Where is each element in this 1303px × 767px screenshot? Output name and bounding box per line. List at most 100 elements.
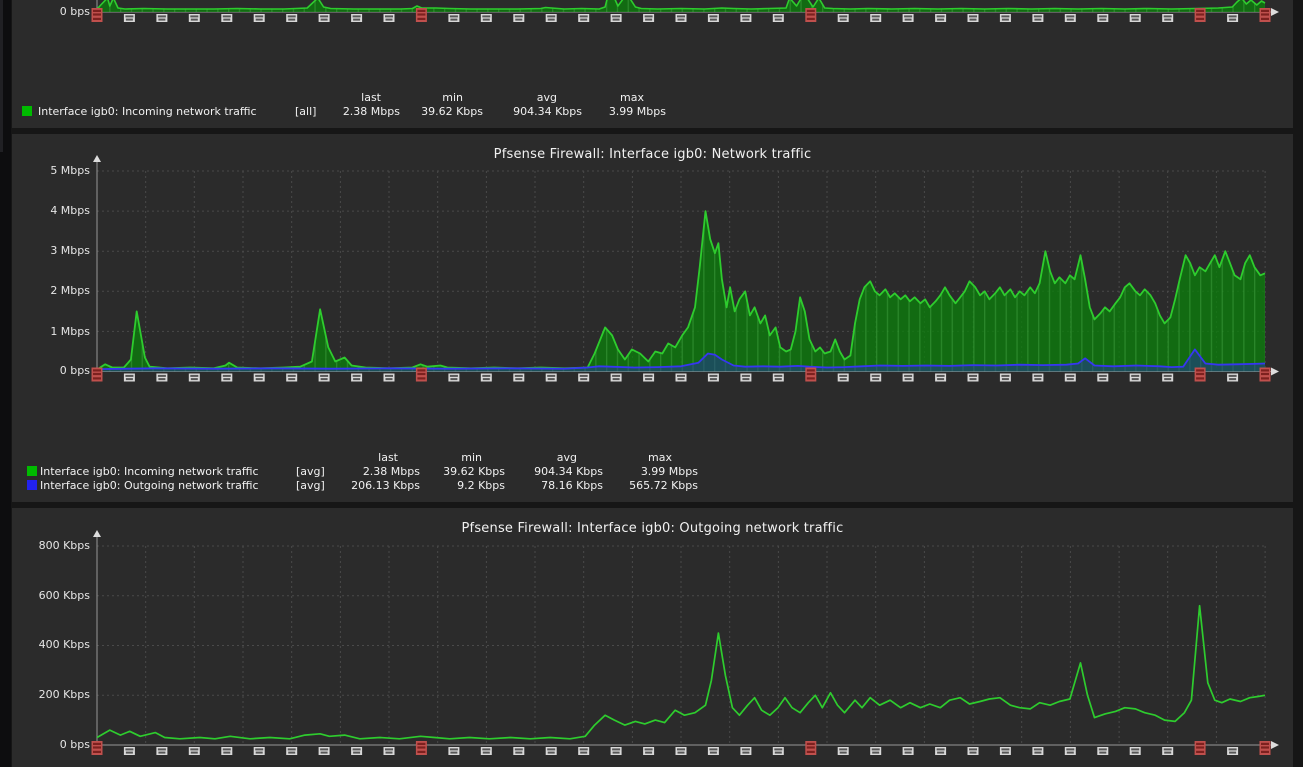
legend-column-header: avg — [556, 451, 577, 464]
y-axis-arrow — [93, 530, 101, 537]
x-axis-tick — [707, 747, 719, 755]
x-axis-tick — [1162, 14, 1174, 22]
legend-stat-value: 3.99 Mbps — [640, 465, 698, 478]
x-axis-tick-highlighted — [805, 741, 817, 755]
legend-series-label: Interface igb0: Incoming network traffic — [40, 465, 259, 478]
legend-stat-value: 39.62 Kbps — [443, 465, 505, 478]
x-axis-tick — [967, 747, 979, 755]
legend-series-marker — [27, 466, 37, 476]
y-axis-label: 400 Kbps — [38, 638, 90, 651]
x-axis-tick — [318, 747, 330, 755]
left-scrollbar-track[interactable] — [0, 0, 11, 767]
legend-stat-value: 565.72 Kbps — [629, 479, 698, 492]
x-axis-tick — [188, 747, 200, 755]
x-axis-tick — [935, 747, 947, 755]
y-axis-label: 600 Kbps — [38, 589, 90, 602]
legend-stat-value: 3.99 Mbps — [608, 105, 666, 118]
x-axis-tick-highlighted — [91, 741, 103, 755]
x-axis-tick-highlighted — [415, 8, 427, 22]
x-axis-tick — [480, 747, 492, 755]
x-axis-tick — [967, 373, 979, 382]
legend-stat-value: 2.38 Mbps — [362, 465, 420, 478]
x-axis-tick — [1129, 14, 1141, 22]
legend-column-header: max — [648, 451, 672, 464]
outgoing-traffic-graph[interactable] — [12, 508, 1293, 767]
legend-aggregation: [all] — [295, 105, 317, 118]
x-axis-tick — [513, 373, 525, 382]
x-axis-tick — [1097, 14, 1109, 22]
left-scrollbar-thumb[interactable] — [0, 0, 3, 152]
x-axis-tick — [286, 14, 298, 22]
x-axis-tick — [318, 14, 330, 22]
x-axis-tick — [610, 747, 622, 755]
legend-stat-value: 206.13 Kbps — [351, 479, 420, 492]
x-axis-tick-highlighted — [1194, 741, 1206, 755]
y-axis-label: 800 Kbps — [38, 539, 90, 552]
x-axis-tick — [1032, 747, 1044, 755]
x-axis-tick — [448, 373, 460, 382]
x-axis-tick — [999, 14, 1011, 22]
incoming-traffic-graph-cropped[interactable] — [12, 0, 1293, 128]
network-traffic-graph[interactable] — [12, 134, 1293, 502]
x-axis-tick-highlighted — [1259, 8, 1271, 22]
x-axis-tick-highlighted — [91, 367, 103, 382]
x-axis-tick — [935, 373, 947, 382]
y-axis-label: 1 Mbps — [50, 325, 90, 338]
x-axis-tick — [902, 747, 914, 755]
legend-column-header: last — [378, 451, 398, 464]
x-axis-tick — [1227, 14, 1239, 22]
x-axis-tick — [740, 373, 752, 382]
legend-column-header: last — [361, 91, 381, 104]
x-axis-tick — [480, 14, 492, 22]
x-axis-tick — [1032, 373, 1044, 382]
legend-series-label: Interface igb0: Incoming network traffic — [38, 105, 257, 118]
legend-column-header: max — [620, 91, 644, 104]
x-axis-tick — [513, 747, 525, 755]
x-axis-tick-highlighted — [1194, 8, 1206, 22]
x-axis-tick — [1064, 747, 1076, 755]
x-axis-tick — [610, 373, 622, 382]
graph-panel-outgoing-traffic: Pfsense Firewall: Interface igb0: Outgoi… — [12, 508, 1293, 767]
y-axis-label: 2 Mbps — [50, 284, 90, 297]
y-axis-label: 0 bps — [59, 5, 90, 18]
x-axis-tick-highlighted — [1194, 367, 1206, 382]
x-axis-tick — [221, 747, 233, 755]
x-axis-tick — [740, 14, 752, 22]
x-axis-tick — [999, 373, 1011, 382]
legend-aggregation: [avg] — [296, 479, 325, 492]
x-axis-tick — [383, 373, 395, 382]
graph-panel-network-traffic: Pfsense Firewall: Interface igb0: Networ… — [12, 134, 1293, 502]
x-axis-tick — [156, 14, 168, 22]
x-axis-tick — [870, 373, 882, 382]
x-axis-tick-highlighted — [1259, 367, 1271, 382]
x-axis-arrow — [1271, 741, 1279, 749]
legend-stat-value: 39.62 Kbps — [421, 105, 483, 118]
x-axis-tick — [123, 747, 135, 755]
legend-column-header: min — [442, 91, 463, 104]
x-axis-tick — [870, 14, 882, 22]
x-axis-tick — [643, 14, 655, 22]
x-axis-tick — [707, 14, 719, 22]
legend-series-marker — [27, 480, 37, 490]
y-axis-label: 0 bps — [59, 364, 90, 377]
x-axis-tick — [643, 373, 655, 382]
x-axis-tick — [707, 373, 719, 382]
x-axis-tick — [675, 373, 687, 382]
x-axis-tick — [123, 14, 135, 22]
y-axis-arrow — [93, 155, 101, 162]
legend-stat-value: 9.2 Kbps — [457, 479, 505, 492]
x-axis-tick — [772, 373, 784, 382]
x-axis-tick — [351, 747, 363, 755]
x-axis-tick — [1032, 14, 1044, 22]
x-axis-tick — [902, 373, 914, 382]
x-axis-tick — [286, 373, 298, 382]
x-axis-tick-highlighted — [415, 741, 427, 755]
y-axis-label: 3 Mbps — [50, 244, 90, 257]
legend-series-label: Interface igb0: Outgoing network traffic — [40, 479, 259, 492]
x-axis-tick — [545, 373, 557, 382]
x-axis-tick — [837, 14, 849, 22]
legend-aggregation: [avg] — [296, 465, 325, 478]
x-axis-tick — [610, 14, 622, 22]
x-axis-tick-highlighted — [805, 367, 817, 382]
x-axis-tick — [999, 747, 1011, 755]
